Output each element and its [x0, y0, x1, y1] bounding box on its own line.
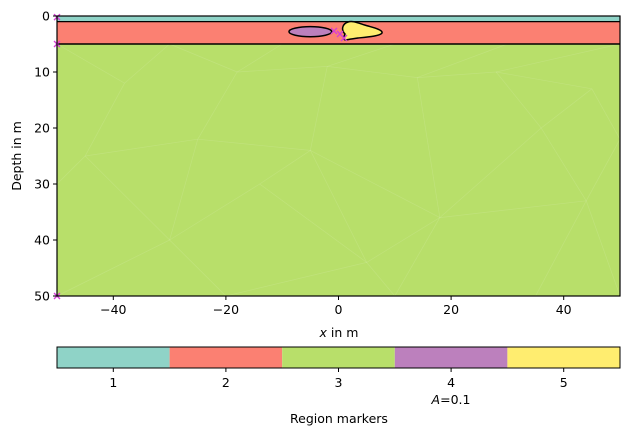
y-tick-label: 50 — [34, 289, 50, 304]
colorbar-swatch-2 — [169, 347, 283, 368]
x-tick-label: −20 — [213, 302, 239, 317]
y-axis: 0 10 20 30 40 50 — [34, 9, 57, 304]
marker-cross — [330, 27, 338, 35]
x-axis-label-unit: in m — [327, 325, 359, 340]
colorbar-swatch-1 — [57, 347, 170, 368]
colorbar-tick-label: 1 — [109, 375, 117, 390]
x-tick-label: 40 — [556, 302, 572, 317]
y-tick-label: 20 — [34, 121, 50, 136]
plot-area — [53, 13, 621, 300]
x-axis-label: x in m — [319, 325, 359, 340]
colorbar-label: Region markers — [290, 411, 388, 426]
colorbar-tick-label: 5 — [560, 375, 568, 390]
x-tick-label: 20 — [443, 302, 459, 317]
y-tick-label: 40 — [34, 233, 50, 248]
colorbar-note: A=0.1 — [431, 392, 471, 407]
colorbar: 1 2 3 4 5 — [56, 346, 621, 390]
colorbar-swatch-5 — [507, 347, 620, 368]
region-3 — [57, 44, 620, 296]
colorbar-swatch-4 — [394, 347, 508, 368]
x-tick-label: 0 — [335, 302, 343, 317]
marker-cross — [340, 34, 348, 42]
colorbar-frame — [56, 346, 621, 369]
colorbar-tick-label: 3 — [335, 375, 343, 390]
inclusion-4 — [288, 25, 333, 38]
colorbar-note-var: A — [431, 392, 441, 407]
y-tick-label: 0 — [42, 9, 50, 24]
x-axis: −40 −20 0 20 40 — [100, 296, 572, 317]
y-tick-label: 30 — [34, 177, 50, 192]
x-axis-label-variable: x — [319, 325, 328, 340]
colorbar-tick-label: 2 — [222, 375, 230, 390]
y-tick-label: 10 — [34, 65, 50, 80]
y-axis-label: Depth in m — [9, 121, 24, 191]
region-1 — [57, 16, 620, 22]
x-tick-label: −40 — [100, 302, 126, 317]
colorbar-note-rest: =0.1 — [440, 392, 470, 407]
colorbar-tick-label: 4 — [447, 375, 455, 390]
colorbar-swatch-3 — [282, 347, 395, 368]
